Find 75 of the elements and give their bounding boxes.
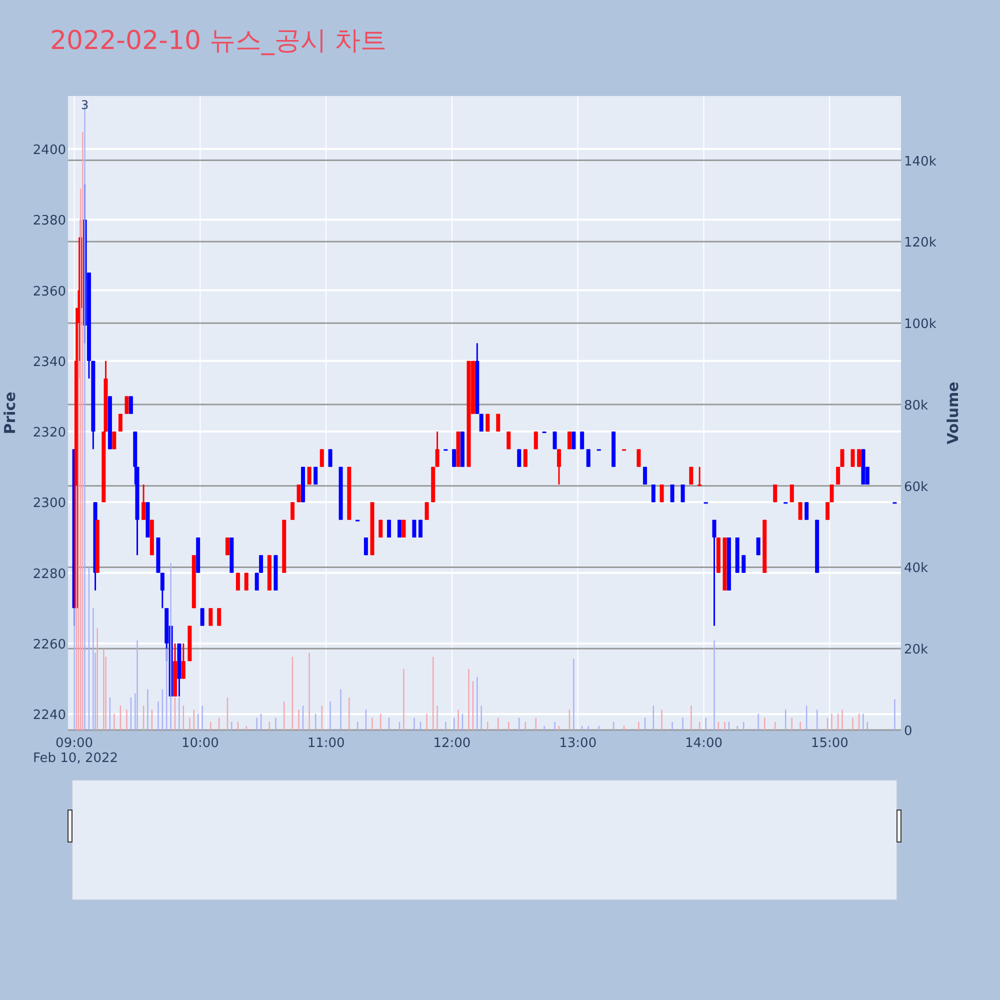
y2-tick-label: 140k xyxy=(904,154,937,170)
candlestick xyxy=(826,501,830,521)
y-tick-label: 2300 xyxy=(32,496,66,512)
text: Feb 10, 2022 xyxy=(33,751,118,766)
candlestick xyxy=(128,395,133,415)
candlestick xyxy=(328,448,332,468)
y-tick-label: 2280 xyxy=(32,566,66,582)
candlestick xyxy=(112,430,116,450)
y2-tick-label: 20k xyxy=(904,642,929,658)
x-tick-label: 15:00 xyxy=(810,736,848,751)
x-tick-label: 09:00 xyxy=(56,736,94,751)
candlestick xyxy=(798,501,802,521)
y2-tick-label: 120k xyxy=(904,236,937,251)
candlestick xyxy=(290,501,295,521)
candlestick xyxy=(804,501,809,521)
candlestick xyxy=(586,448,590,468)
candlestick xyxy=(236,572,240,592)
annotation: 3 xyxy=(80,98,89,112)
candlestick xyxy=(857,448,862,468)
candlestick xyxy=(572,430,576,450)
x-tick-label: 10:00 xyxy=(181,736,219,751)
candlestick xyxy=(790,484,794,503)
candlestick xyxy=(225,536,230,556)
candlestick xyxy=(244,572,248,592)
y-tick-label: 2240 xyxy=(32,708,66,724)
candlestick xyxy=(636,448,641,468)
candlestick xyxy=(259,554,264,574)
candlestick xyxy=(756,536,760,556)
x-tick-label: 14:00 xyxy=(685,736,722,751)
candlestick xyxy=(208,607,213,627)
candlestick xyxy=(670,484,674,503)
candlestick xyxy=(435,430,440,468)
y-tick-label: 2360 xyxy=(32,284,66,300)
candlestick xyxy=(424,501,429,521)
candlestick xyxy=(567,430,572,450)
candlestick xyxy=(452,448,456,468)
y2-tick-label: 100k xyxy=(904,317,937,332)
candlestick xyxy=(534,430,538,450)
y2-tick-label: 0 xyxy=(904,724,912,739)
y-tick-label: 2380 xyxy=(32,214,66,229)
x-tick-label: 12:00 xyxy=(433,736,471,751)
candlestick xyxy=(160,572,164,609)
candlestick xyxy=(552,430,557,450)
y-axis-title: Price xyxy=(1,392,19,434)
candlestick xyxy=(142,484,146,521)
x-tick-label: 13:00 xyxy=(559,736,597,751)
candlestick xyxy=(742,554,746,574)
candlestick xyxy=(580,430,584,450)
y2-tick-label: 40k xyxy=(904,561,929,576)
candlestick xyxy=(698,466,702,486)
candlestick xyxy=(523,448,528,468)
candlestick xyxy=(517,448,522,468)
candlestick xyxy=(556,448,561,486)
candlestick xyxy=(364,536,368,556)
candlestick xyxy=(773,484,778,503)
y-tick-label: 2260 xyxy=(32,637,66,652)
candlestick xyxy=(712,519,716,627)
candlestick xyxy=(296,484,301,503)
y2-tick-label: 80k xyxy=(904,398,929,414)
y2-tick-label: 60k xyxy=(904,480,929,495)
candlestick xyxy=(680,484,685,503)
y-tick-label: 2400 xyxy=(32,142,66,158)
y-tick-label: 2340 xyxy=(32,354,66,370)
y2-axis-title: Volume xyxy=(944,382,962,444)
y-tick-label: 2320 xyxy=(32,426,66,441)
candlestick xyxy=(320,448,324,468)
candlestick xyxy=(254,572,259,592)
candlestick xyxy=(651,484,656,503)
x-tick-label: 11:00 xyxy=(307,736,345,751)
candlestick xyxy=(660,484,664,503)
chart-title: 2022-02-10 뉴스_공시 차트 xyxy=(50,26,387,56)
candlestick xyxy=(181,642,186,680)
candlestick xyxy=(200,607,204,627)
candlestick xyxy=(217,607,222,627)
candlestick xyxy=(506,430,511,450)
